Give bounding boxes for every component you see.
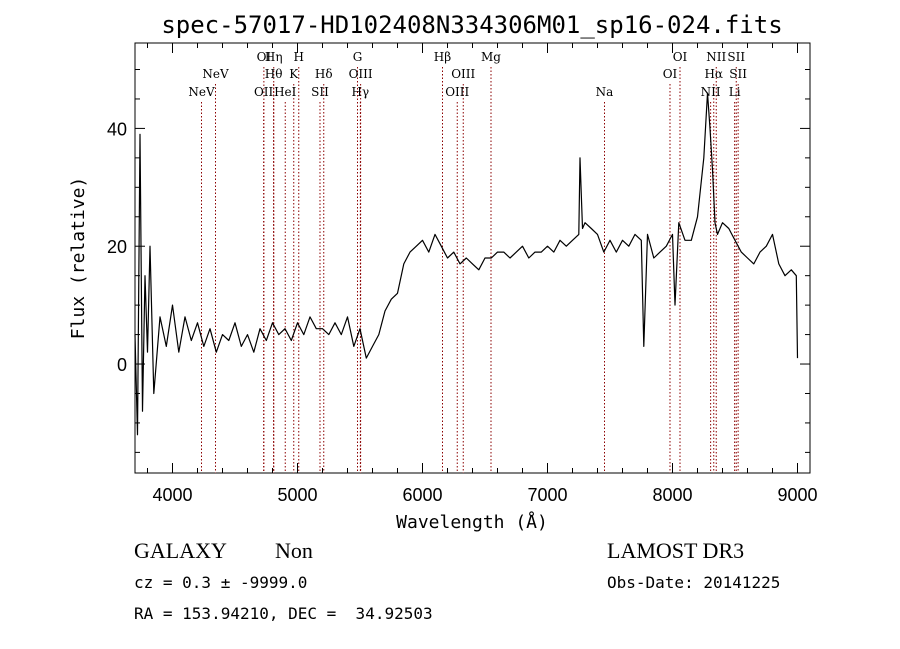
coordinates: RA = 153.94210, DEC = 34.92503 (134, 604, 433, 623)
y-axis-label: Flux (relative) (68, 177, 89, 340)
x-tick-label: 5000 (277, 485, 317, 505)
line-marker-label: OIII (445, 85, 469, 99)
line-marker-label: H (294, 50, 304, 64)
object-subclass: Non (275, 538, 313, 563)
line-marker-label: Hγ (352, 85, 370, 99)
x-axis: 4000 5000 6000 7000 8000 9000 (147, 43, 818, 505)
line-marker-label: Li (729, 85, 741, 99)
line-marker-label: OIII (349, 67, 373, 81)
line-marker-label: K (289, 67, 299, 81)
emission-line-markers (201, 67, 739, 473)
line-marker-label: HeI (274, 85, 297, 99)
line-marker-label: Na (596, 85, 614, 99)
line-marker-label: Hθ (265, 67, 283, 81)
chart-title: spec-57017-HD102408N334306M01_sp16-024.f… (161, 11, 782, 39)
object-class: GALAXY (134, 538, 227, 563)
line-marker-label: Hδ (315, 67, 333, 81)
x-axis-label: Wavelength (Å) (396, 511, 548, 533)
line-marker-label: SII (311, 85, 329, 99)
line-marker-label: NII (706, 50, 726, 64)
line-marker-label: NeV (202, 67, 229, 81)
observation-date: Obs-Date: 20141225 (607, 573, 781, 592)
line-marker-label: SII (727, 50, 745, 64)
line-marker-label: OIII (451, 67, 475, 81)
line-marker-label: OI (663, 67, 678, 81)
y-tick-label: 0 (117, 355, 127, 375)
line-marker-label: NeV (188, 85, 215, 99)
line-marker-label: OI (673, 50, 688, 64)
line-marker-label: OI (257, 50, 272, 64)
line-marker-label: SII (729, 67, 747, 81)
x-tick-label: 4000 (152, 485, 192, 505)
line-marker-label: NII (701, 85, 721, 99)
line-marker-label: OII (254, 85, 274, 99)
line-marker-label: Hα (704, 67, 723, 81)
line-marker-label: Hβ (434, 50, 451, 64)
emission-line-labels: NeVNeVOIIOIHηHθHeIHKSIIHδGOIIIHγHβOIIIOI… (188, 50, 747, 99)
line-marker-label: G (353, 50, 363, 64)
x-tick-label: 7000 (527, 485, 567, 505)
y-tick-label: 20 (107, 237, 127, 257)
x-tick-label: 9000 (777, 485, 817, 505)
spectrum-series-line (134, 92, 799, 436)
survey-release: LAMOST DR3 (607, 538, 745, 563)
x-tick-label: 8000 (652, 485, 692, 505)
line-marker-label: Mg (481, 50, 501, 64)
line-marker-label: Hη (265, 50, 283, 64)
y-tick-label: 40 (107, 119, 127, 139)
x-tick-label: 6000 (402, 485, 442, 505)
y-axis: 0 20 40 (107, 69, 810, 453)
redshift-cz: cz = 0.3 ± -9999.0 (134, 573, 308, 592)
